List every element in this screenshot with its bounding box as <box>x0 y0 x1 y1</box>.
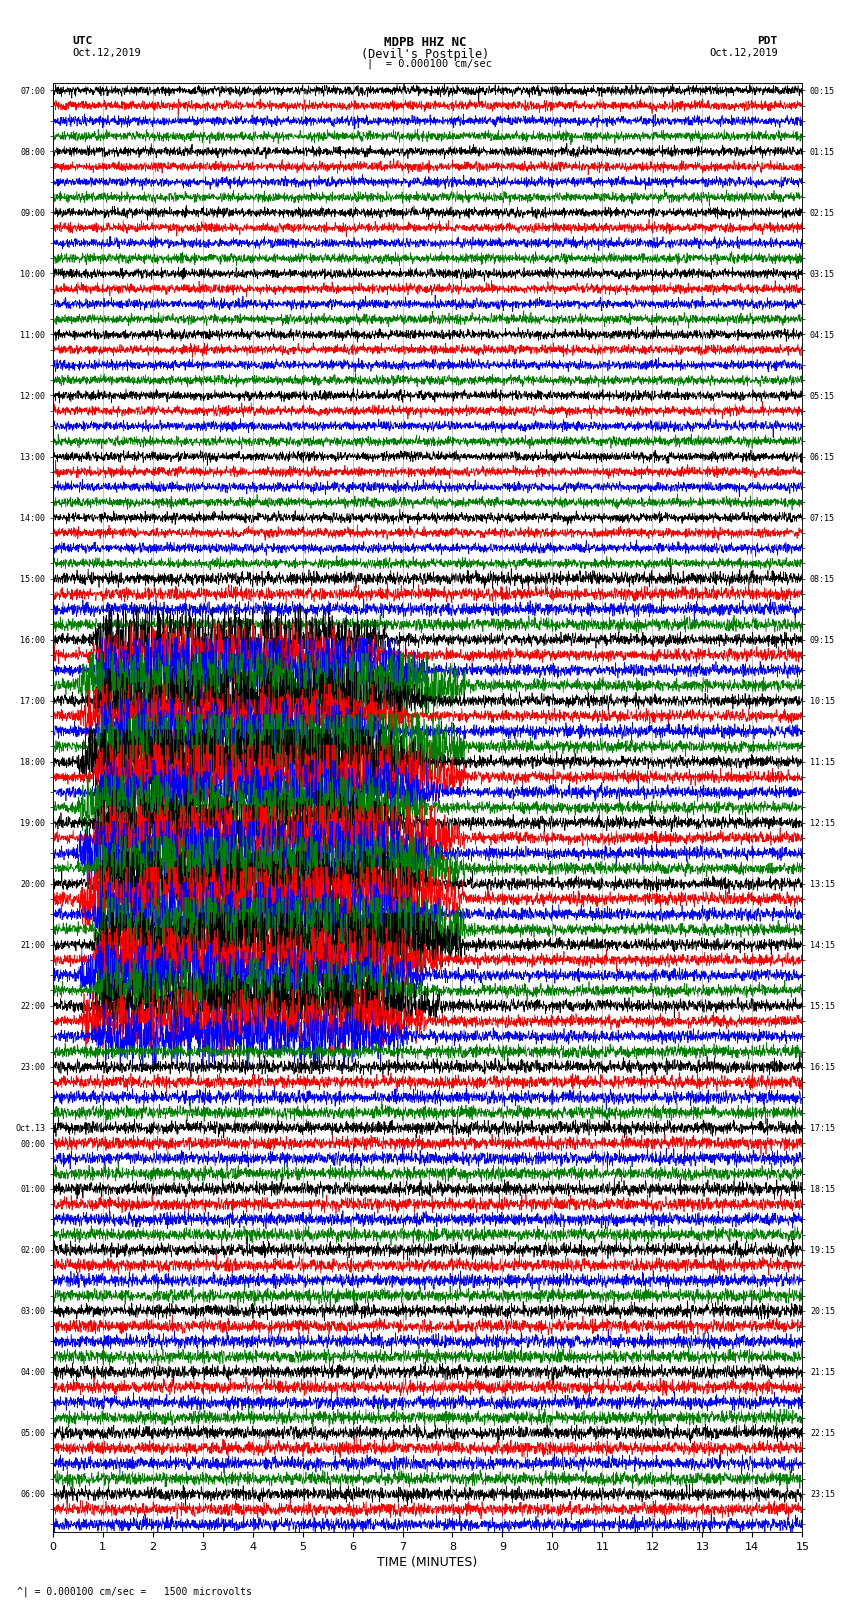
Text: MDPB HHZ NC: MDPB HHZ NC <box>383 37 467 50</box>
Text: Oct.12,2019: Oct.12,2019 <box>709 47 778 58</box>
Text: Oct.12,2019: Oct.12,2019 <box>72 47 141 58</box>
Text: ^| = 0.000100 cm/sec =   1500 microvolts: ^| = 0.000100 cm/sec = 1500 microvolts <box>17 1586 252 1597</box>
Text: PDT: PDT <box>757 37 778 47</box>
Text: (Devil's Postpile): (Devil's Postpile) <box>361 47 489 61</box>
X-axis label: TIME (MINUTES): TIME (MINUTES) <box>377 1557 478 1569</box>
Text: |  = 0.000100 cm/sec: | = 0.000100 cm/sec <box>366 58 492 69</box>
Text: UTC: UTC <box>72 37 93 47</box>
